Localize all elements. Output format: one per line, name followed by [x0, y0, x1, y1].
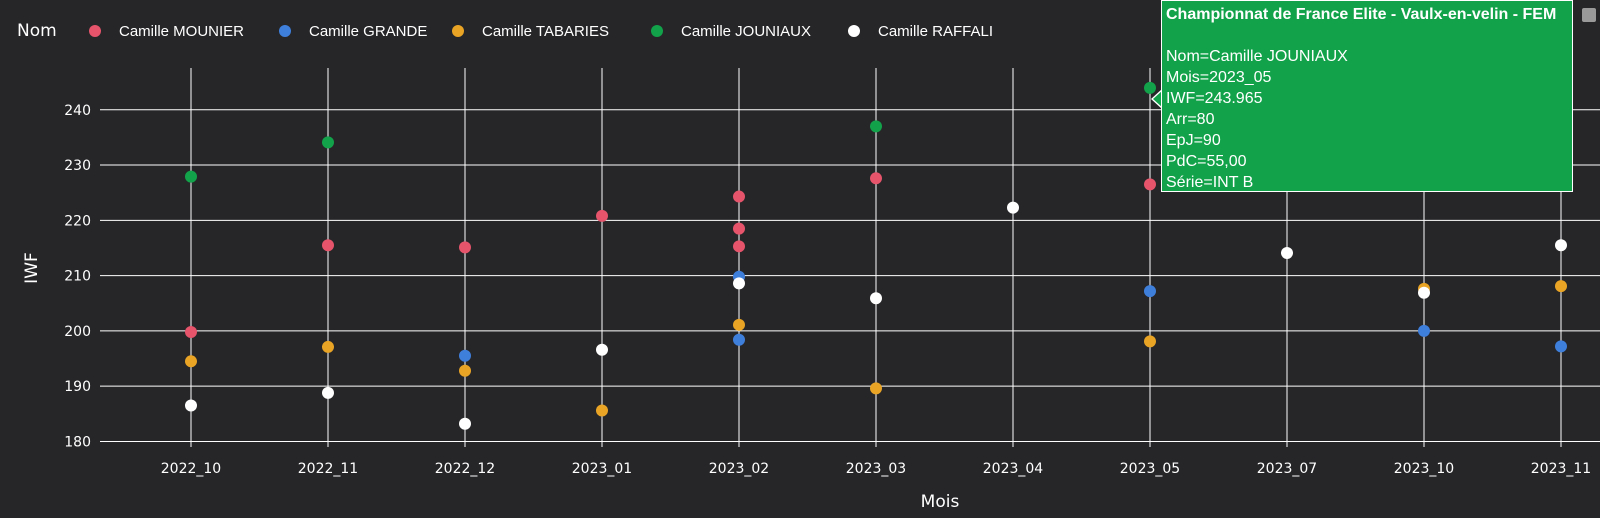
modebar-icon[interactable]: [1582, 8, 1596, 22]
tooltip-line-pdc: PdC=55,00: [1166, 153, 1247, 170]
data-point-3-0[interactable]: [185, 170, 197, 183]
x-tick-label-2023_02: 2023_02: [709, 461, 769, 477]
data-point-0-6[interactable]: [733, 240, 745, 253]
data-point-4-9[interactable]: [1555, 239, 1567, 252]
x-tick-label-2023_05: 2023_05: [1120, 461, 1180, 477]
y-tick-label-180: 180: [64, 434, 91, 450]
grid: [100, 68, 1600, 447]
data-point-0-2[interactable]: [459, 241, 471, 254]
data-point-0-0[interactable]: [185, 326, 197, 339]
legend-marker-2[interactable]: [452, 25, 464, 37]
x-tick-label-2022_11: 2022_11: [298, 461, 358, 477]
legend[interactable]: Nom Camille MOUNIER Camille GRANDE Camille …: [17, 21, 993, 41]
data-point-1-3[interactable]: [1144, 285, 1156, 298]
y-tick-label-190: 190: [64, 379, 91, 395]
y-tick-label-230: 230: [64, 158, 91, 174]
y-tick-label-210: 210: [64, 269, 91, 285]
y-tick-label-240: 240: [64, 103, 91, 119]
data-point-3-2[interactable]: [870, 120, 882, 133]
data-point-1-5[interactable]: [1555, 340, 1567, 353]
data-point-0-5[interactable]: [733, 222, 745, 235]
data-point-4-5[interactable]: [870, 292, 882, 305]
data-point-1-2[interactable]: [733, 333, 745, 346]
data-point-2-4[interactable]: [733, 318, 745, 331]
data-point-4-6[interactable]: [1007, 201, 1019, 214]
data-point-0-3[interactable]: [596, 209, 608, 222]
data-point-2-1[interactable]: [322, 340, 334, 353]
y-axis-title: IWF: [22, 252, 42, 284]
data-point-1-0[interactable]: [459, 349, 471, 362]
x-tick-label-2023_01: 2023_01: [572, 461, 632, 477]
data-point-4-8[interactable]: [1418, 286, 1430, 299]
legend-label-3[interactable]: Camille JOUNIAUX: [681, 23, 811, 40]
data-point-2-2[interactable]: [459, 364, 471, 377]
data-point-0-8[interactable]: [1144, 178, 1156, 191]
data-point-2-0[interactable]: [185, 355, 197, 368]
legend-marker-3[interactable]: [651, 25, 663, 37]
data-point-4-3[interactable]: [596, 343, 608, 356]
legend-title: Nom: [17, 21, 57, 41]
data-point-4-2[interactable]: [459, 417, 471, 430]
x-tick-label-2022_12: 2022_12: [435, 461, 495, 477]
x-axis-title: Mois: [921, 492, 960, 512]
legend-label-4[interactable]: Camille RAFFALI: [878, 23, 993, 40]
data-point-0-1[interactable]: [322, 239, 334, 252]
data-point-3-1[interactable]: [322, 136, 334, 149]
data-point-2-8[interactable]: [1555, 280, 1567, 293]
legend-marker-4[interactable]: [848, 25, 860, 37]
tooltip-line-iwf: IWF=243.965: [1166, 90, 1263, 107]
hover-tooltip: Championnat de France Elite - Vaulx-en-v…: [1161, 0, 1573, 192]
tooltip-line-arr: Arr=80: [1166, 111, 1215, 128]
tooltip-line-mois: Mois=2023_05: [1166, 69, 1272, 86]
axes: 180 190 200 210 220 230 240 2022_10 2022_11 2022_…: [22, 103, 1591, 512]
tooltip-title: Championnat de France Elite - Vaulx-en-v…: [1166, 6, 1557, 23]
x-tick-label-2023_10: 2023_10: [1394, 461, 1454, 477]
legend-label-0[interactable]: Camille MOUNIER: [119, 23, 244, 40]
y-tick-label-200: 200: [64, 324, 91, 340]
tooltip-line-nom: Nom=Camille JOUNIAUX: [1166, 48, 1348, 65]
data-point-0-7[interactable]: [870, 172, 882, 185]
data-point-1-4[interactable]: [1418, 324, 1430, 337]
legend-marker-0[interactable]: [89, 25, 101, 37]
data-point-4-0[interactable]: [185, 399, 197, 412]
x-tick-label-2023_03: 2023_03: [846, 461, 906, 477]
data-point-4-4[interactable]: [733, 277, 745, 290]
data-point-2-3[interactable]: [596, 404, 608, 417]
x-tick-label-2022_10: 2022_10: [161, 461, 221, 477]
x-tick-label-2023_11: 2023_11: [1531, 461, 1591, 477]
x-tick-label-2023_04: 2023_04: [983, 461, 1044, 477]
data-points[interactable]: [185, 81, 1567, 430]
data-point-4-1[interactable]: [322, 386, 334, 399]
tooltip-line-epj: EpJ=90: [1166, 132, 1221, 149]
x-tick-label-2023_07: 2023_07: [1257, 461, 1317, 477]
tooltip-line-serie: Série=INT B: [1166, 174, 1254, 191]
tooltip-arrow-fill: [1153, 90, 1163, 108]
legend-label-2[interactable]: Camille TABARIES: [482, 23, 609, 40]
legend-marker-1[interactable]: [279, 25, 291, 37]
legend-label-1[interactable]: Camille GRANDE: [309, 23, 427, 40]
data-point-4-7[interactable]: [1281, 246, 1293, 259]
data-point-2-5[interactable]: [870, 382, 882, 395]
data-point-0-4[interactable]: [733, 190, 745, 203]
y-tick-label-220: 220: [64, 213, 91, 229]
data-point-2-6[interactable]: [1144, 335, 1156, 348]
